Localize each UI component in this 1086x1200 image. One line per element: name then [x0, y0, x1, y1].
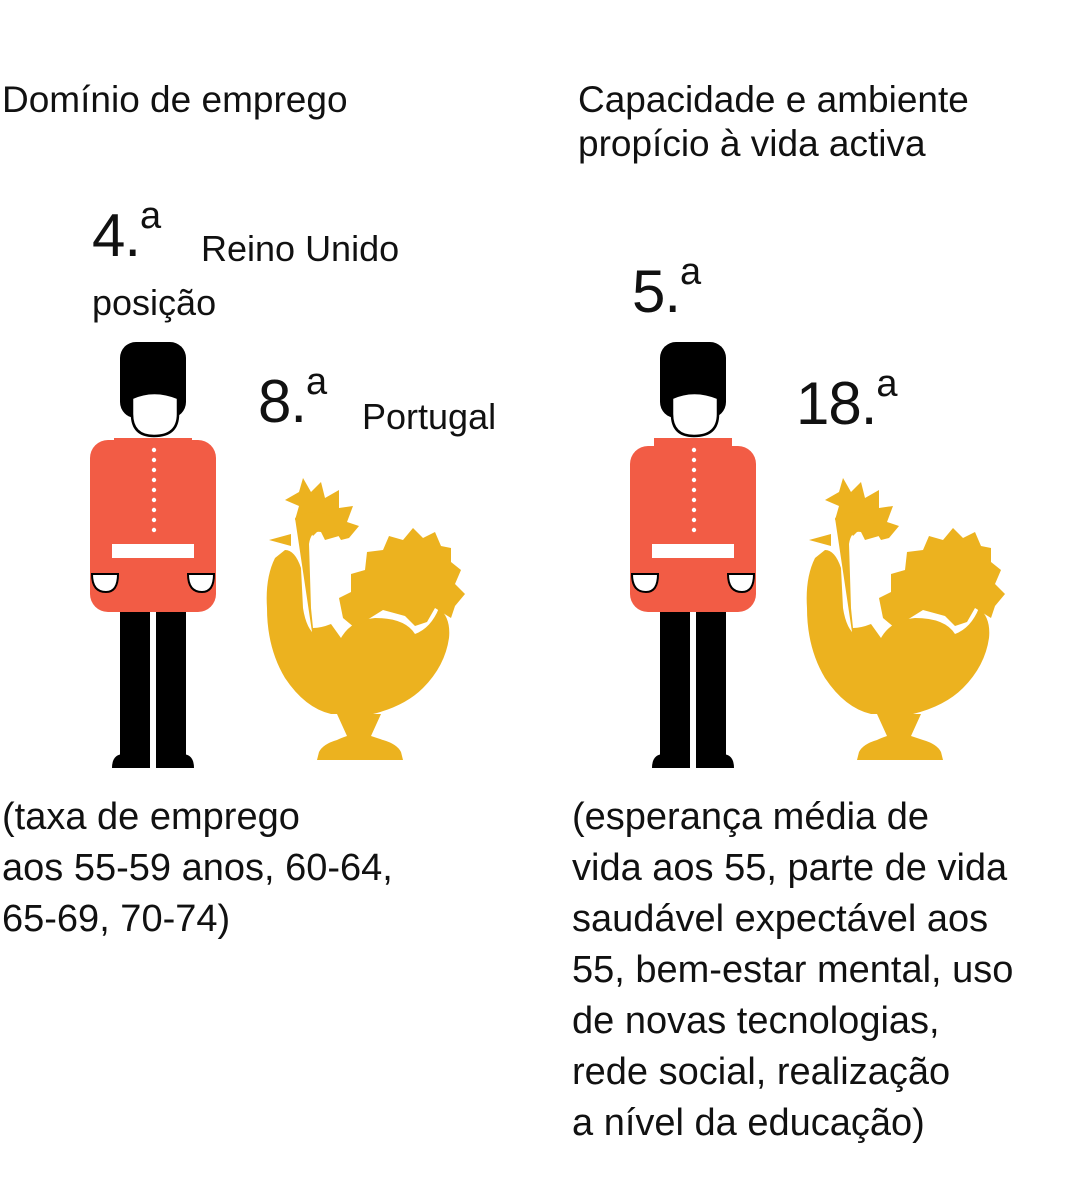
portugal-rank-active-life-suffix: a: [876, 363, 897, 405]
active-life-note: (esperança média de vida aos 55, parte d…: [572, 792, 1013, 1149]
active-life-note-line: saudável expectável aos: [572, 898, 989, 940]
active-life-heading-line: propício à vida activa: [578, 123, 926, 164]
royal-guard-icon: [90, 342, 216, 768]
employment-note-line: (taxa de emprego: [2, 796, 300, 838]
rooster-icon: [806, 478, 1005, 760]
rank-caption: posição: [92, 282, 217, 323]
active-life-heading: Capacidade e ambiente propício à vida ac…: [578, 78, 969, 166]
active-life-note-line: vida aos 55, parte de vida: [572, 847, 1008, 889]
uk-country-label: Reino Unido: [201, 228, 400, 269]
portugal-rank-employment-number: 8.: [258, 368, 307, 435]
employment-domain-heading: Domínio de emprego: [2, 79, 348, 120]
active-life-note-line: a nível da educação): [572, 1102, 925, 1144]
portugal-rank-active-life: 18.a: [796, 363, 898, 442]
uk-rank-employment-suffix: a: [140, 195, 161, 237]
portugal-country-label: Portugal: [362, 396, 497, 437]
uk-rank-employment-number: 4.: [92, 202, 141, 269]
uk-rank-active-life: 5.a: [632, 251, 701, 330]
uk-rank-active-life-number: 5.: [632, 258, 681, 325]
uk-rank-active-life-suffix: a: [680, 251, 701, 293]
portugal-rank-active-life-number: 18.: [796, 370, 877, 437]
employment-note-line: 65-69, 70-74): [2, 898, 231, 940]
active-life-heading-line: Capacidade e ambiente: [578, 79, 969, 120]
active-life-note-line: 55, bem-estar mental, uso: [572, 949, 1014, 991]
royal-guard-icon: [630, 342, 756, 768]
portugal-rank-employment-suffix: a: [306, 361, 327, 403]
active-life-note-line: de novas tecnologias,: [572, 1000, 940, 1042]
portugal-rank-employment: 8.a: [258, 361, 327, 440]
uk-rank-employment: 4.a: [92, 195, 161, 274]
rooster-icon: [266, 478, 465, 760]
active-life-note-line: (esperança média de: [572, 796, 929, 838]
employment-note-line: aos 55-59 anos, 60-64,: [2, 847, 393, 889]
employment-note: (taxa de emprego aos 55-59 anos, 60-64, …: [2, 792, 393, 945]
active-life-note-line: rede social, realização: [572, 1051, 951, 1093]
